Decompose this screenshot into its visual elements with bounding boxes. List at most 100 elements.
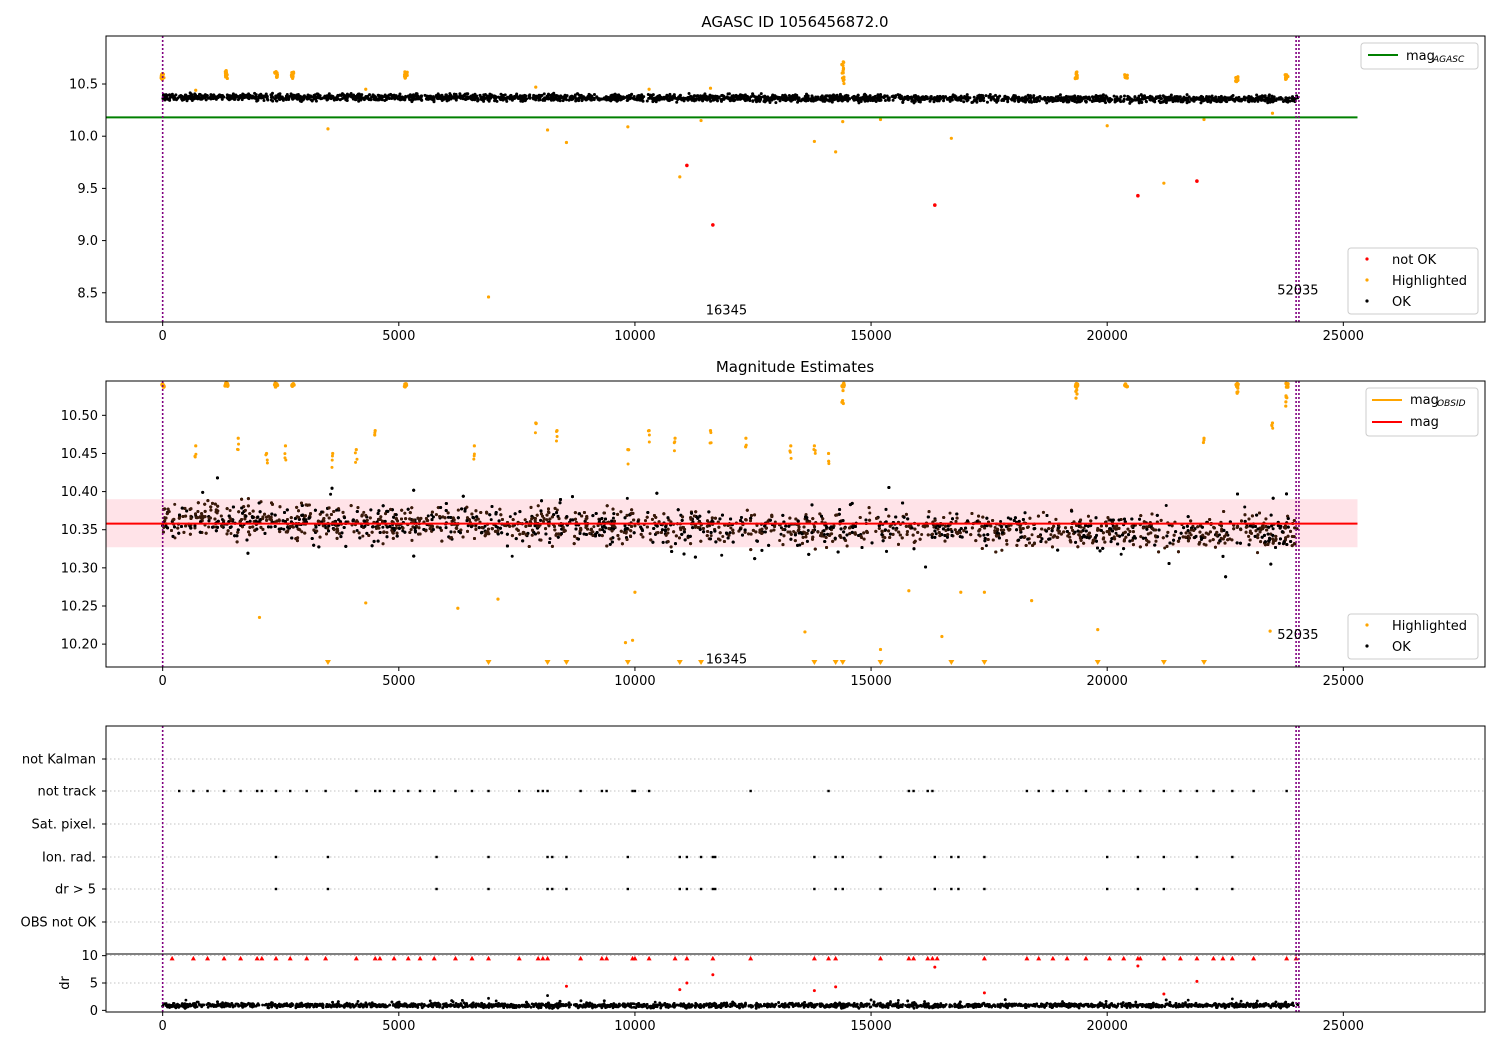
ok-point: [891, 98, 895, 102]
ok-point: [1177, 95, 1181, 99]
highlighted-point: [364, 87, 368, 91]
highlighted-point: [290, 70, 294, 75]
y-tick-label: 10.5: [69, 78, 98, 93]
ok-point: [586, 95, 590, 99]
ok-point: [460, 94, 464, 98]
ok-point: [355, 529, 359, 533]
ok-point: [1243, 505, 1247, 509]
ok-point: [516, 97, 520, 101]
ok-point: [1046, 97, 1050, 101]
ok-point: [651, 100, 655, 104]
ok-point: [1149, 98, 1153, 102]
highlighted-point: [841, 63, 845, 68]
ok-point: [1288, 99, 1292, 103]
ok-point: [820, 98, 824, 102]
ok-point: [1025, 97, 1029, 101]
ok-point: [803, 94, 807, 98]
ok-point: [503, 93, 507, 97]
highlighted-point: [291, 74, 295, 78]
ok-point: [262, 94, 266, 98]
ok-point: [635, 96, 639, 100]
ok-point: [1139, 93, 1143, 97]
ok-point: [1019, 98, 1023, 102]
ok-point: [1230, 95, 1234, 99]
ok-point: [1192, 96, 1196, 100]
ok-point: [164, 94, 168, 98]
ok-point: [1217, 95, 1221, 99]
ok-point: [679, 96, 683, 100]
ok-point: [188, 91, 192, 95]
ok-point: [349, 92, 353, 96]
ok-point: [498, 96, 502, 100]
ok-point: [419, 94, 423, 98]
ok-point: [748, 97, 752, 101]
highlighted-point: [224, 72, 228, 76]
ok-point: [901, 100, 905, 104]
ok-point: [765, 98, 769, 102]
highlighted-point: [647, 87, 651, 91]
ok-point: [362, 510, 366, 514]
ok-point: [1247, 100, 1251, 104]
ok-point: [675, 100, 679, 104]
ok-point: [1290, 97, 1294, 101]
ok-point: [886, 97, 890, 101]
ok-point: [734, 95, 738, 99]
ok-point: [1195, 96, 1199, 100]
ok-point: [327, 94, 331, 98]
x-tick-label: 25000: [1323, 329, 1364, 344]
legend-mag-agasc-subscript: AGASC: [1432, 55, 1465, 65]
ok-point: [941, 95, 945, 99]
highlighted-point: [534, 85, 538, 89]
ok-point: [972, 95, 976, 99]
ok-point: [873, 98, 877, 102]
ok-point: [1059, 97, 1063, 101]
ok-point: [361, 534, 365, 538]
ok-point: [620, 97, 624, 101]
ok-point: [796, 97, 800, 101]
ok-point: [984, 544, 988, 548]
ok-point: [561, 99, 565, 103]
ok-point: [390, 93, 394, 97]
ok-point: [722, 94, 726, 98]
ok-point: [458, 92, 462, 96]
ok-point: [700, 97, 704, 101]
ok-point: [489, 93, 493, 97]
ok-point: [214, 97, 218, 101]
ok-point: [515, 92, 519, 96]
ok-point: [991, 96, 995, 100]
ok-point: [659, 96, 663, 100]
ok-point: [298, 98, 302, 102]
ok-point: [1210, 94, 1214, 98]
ok-point: [537, 93, 541, 97]
ok-point: [1144, 99, 1148, 103]
y-tick-label: 8.5: [77, 286, 98, 301]
ok-point: [655, 96, 659, 100]
ok-point: [525, 97, 529, 101]
ok-point: [1122, 99, 1126, 103]
ok-point: [314, 99, 318, 103]
ok-point: [1104, 101, 1108, 105]
ok-point: [1036, 96, 1040, 100]
ok-point: [1133, 95, 1137, 99]
ok-point: [1163, 99, 1167, 103]
ok-point: [255, 97, 259, 101]
ok-point: [403, 97, 407, 101]
ok-point: [217, 94, 221, 98]
ok-point: [270, 93, 274, 97]
ok-point: [745, 94, 749, 98]
ok-point: [947, 97, 951, 101]
highlighted-point: [545, 128, 550, 132]
ok-point: [1260, 97, 1264, 101]
highlighted-point: [841, 119, 845, 124]
ok-point: [709, 534, 713, 538]
ok-point: [810, 94, 814, 98]
ok-point: [1095, 97, 1099, 101]
ok-point: [757, 94, 761, 98]
ok-point: [293, 94, 297, 98]
ok-point: [1264, 524, 1268, 528]
ok-point: [1126, 95, 1130, 99]
ok-point: [1140, 100, 1144, 104]
ok-point: [207, 525, 211, 529]
ok-point: [929, 96, 933, 100]
highlighted-point: [626, 125, 630, 129]
